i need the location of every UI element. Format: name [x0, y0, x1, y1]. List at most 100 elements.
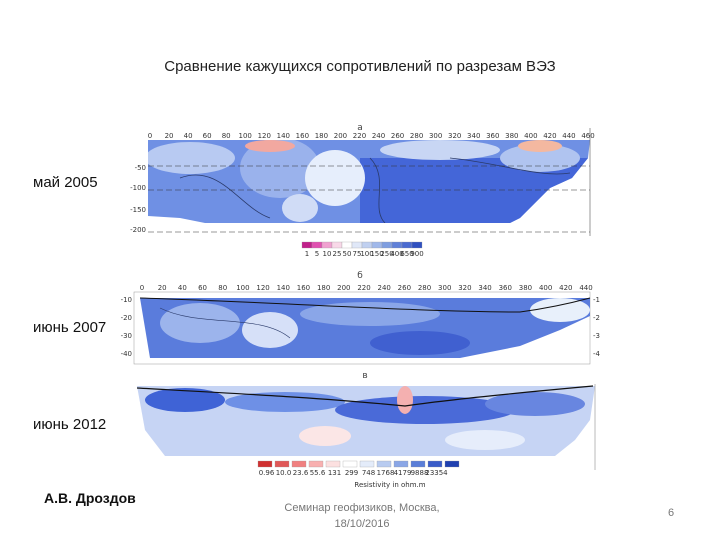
legend-swatch — [371, 241, 383, 249]
tick-label: 280 — [410, 132, 423, 140]
depth-axis-ticks: -50 -100 -150 -200 — [130, 164, 146, 234]
legend-swatch — [410, 460, 426, 468]
legend-swatch — [308, 460, 324, 468]
legend-tick-label: 75 — [353, 250, 362, 258]
depth-tick-label: -10 — [121, 296, 132, 304]
tick-label: 400 — [539, 284, 552, 292]
legend-swatch — [341, 241, 353, 249]
depth-tick-label: -20 — [121, 314, 132, 322]
tick-label: 200 — [334, 132, 347, 140]
tick-label: 60 — [198, 284, 207, 292]
legend-tick-label: 250 — [380, 250, 393, 258]
tick-label: 180 — [317, 284, 330, 292]
tick-label: 140 — [277, 132, 290, 140]
slide-title: Сравнение кажущихся сопротивлений по раз… — [164, 58, 556, 75]
tick-label: 240 — [377, 284, 390, 292]
tick-label: 20 — [165, 132, 174, 140]
depth-tick-label: -150 — [130, 206, 146, 214]
tick-label: 200 — [337, 284, 350, 292]
legend-swatch — [257, 460, 273, 468]
tick-label: 180 — [315, 132, 328, 140]
tick-label: 260 — [391, 132, 404, 140]
legend-tick-label: 900 — [410, 250, 423, 258]
legend-panel-c: 0.96 10.0 23.6 55.6 131 299 748 1768 4179 9888233… — [257, 460, 460, 477]
legend-swatch — [342, 460, 358, 468]
legend-tick-label: 5 — [315, 250, 319, 258]
section-panel-c: в 0.96 10.0 23.6 55.6 131 299 748 1768 4179 98882… — [136, 371, 596, 489]
legend-tick-label: 1 — [305, 250, 309, 258]
page-number: 6 — [668, 507, 675, 519]
footer-line-2: 18/10/2016 — [334, 518, 390, 530]
tick-label: 440 — [579, 284, 592, 292]
legend-swatch — [444, 460, 460, 468]
panel-letter-b: б — [357, 271, 363, 281]
tick-label: 380 — [505, 132, 518, 140]
tick-label: 220 — [357, 284, 370, 292]
tick-label: 60 — [203, 132, 212, 140]
legend-tick-label: 748 — [362, 469, 375, 477]
legend-tick-label: 10.0 — [276, 469, 292, 477]
depth-tick-label: -40 — [121, 350, 132, 358]
tick-label: 420 — [543, 132, 556, 140]
tick-label: 0 — [148, 132, 152, 140]
tick-label: 80 — [222, 132, 231, 140]
tick-label: 260 — [398, 284, 411, 292]
legend-tick-label: 1768 — [377, 469, 395, 477]
legend-tick-label: 9888 — [411, 469, 429, 477]
depth-tick-label: -50 — [135, 164, 146, 172]
depth-tick-label: -10 — [593, 296, 600, 304]
legend-tick-label: 50 — [343, 250, 352, 258]
depth-tick-label: -30 — [121, 332, 132, 340]
depth-tick-label: -30 — [593, 332, 600, 340]
depth-tick-label: -100 — [130, 184, 146, 192]
resistivity-section-a — [148, 140, 590, 223]
legend-swatch — [393, 460, 409, 468]
tick-label: 160 — [296, 132, 309, 140]
section-panel-b: б 0 20 40 60 80 100 120 140 160 180 200 220 240 260 28… — [121, 271, 600, 365]
depth-tick-label: -40 — [593, 350, 600, 358]
legend-swatch — [351, 241, 363, 249]
top-axis-ticks: 0 20 40 60 80 100 120 140 160 180 200 220 240 260 280 3… — [140, 284, 593, 292]
legend-swatch — [401, 241, 413, 249]
tick-label: 140 — [277, 284, 290, 292]
legend-swatch — [381, 241, 393, 249]
legend-tick-label: 650 — [400, 250, 413, 258]
legend-title: Resistivity in ohm.m — [354, 481, 425, 489]
tick-label: 0 — [140, 284, 144, 292]
tick-label: 240 — [372, 132, 385, 140]
tick-label: 120 — [258, 132, 271, 140]
tick-label: 320 — [448, 132, 461, 140]
section-panel-a: а 0 20 40 60 80 100 120 140 160 180 200 220 240 260 28… — [130, 123, 595, 258]
label-may-2005: май 2005 — [33, 174, 98, 191]
legend-swatch — [411, 241, 423, 249]
tick-label: 40 — [184, 132, 193, 140]
right-depth-ticks: -10 -20 -30 -40 — [593, 296, 600, 358]
tick-label: 420 — [559, 284, 572, 292]
legend-swatch — [376, 460, 392, 468]
legend-tick-label: 23.6 — [293, 469, 309, 477]
legend-swatch — [391, 241, 403, 249]
legend-swatch — [361, 241, 373, 249]
tick-label: 120 — [256, 284, 269, 292]
panel-letter-a: а — [357, 123, 363, 133]
legend-tick-label: 131 — [328, 469, 341, 477]
legend-swatch — [331, 241, 343, 249]
tick-label: 40 — [178, 284, 187, 292]
legend-tick-label: 10 — [323, 250, 332, 258]
top-axis-ticks: 0 20 40 60 80 100 120 140 160 180 200 220 240 260 280 3… — [148, 132, 595, 140]
legend-tick-label: 299 — [345, 469, 358, 477]
legend-swatch — [321, 241, 333, 249]
depth-tick-label: -200 — [130, 226, 146, 234]
legend-tick-label: 55.6 — [310, 469, 326, 477]
tick-label: 400 — [524, 132, 537, 140]
author-name: А.В. Дроздов — [44, 490, 136, 506]
panel-letter-c: в — [362, 371, 367, 381]
legend-tick-label: 4179 — [394, 469, 412, 477]
legend-tick-label: 400 — [390, 250, 403, 258]
tick-label: 80 — [218, 284, 227, 292]
legend-tick-label: 25 — [333, 250, 342, 258]
legend-tick-label: 100 — [360, 250, 373, 258]
legend-tick-label: 0.96 — [259, 469, 275, 477]
tick-label: 360 — [499, 284, 512, 292]
